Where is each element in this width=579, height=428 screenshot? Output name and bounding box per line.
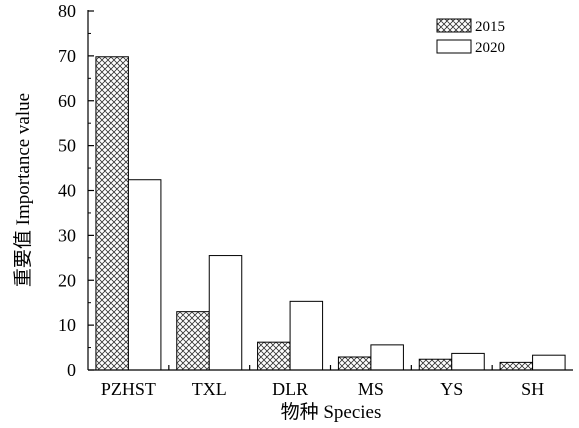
- x-tick-label: PZHST: [101, 379, 156, 399]
- x-tick-label: YS: [440, 379, 463, 399]
- legend-swatch-2020: [436, 39, 472, 54]
- bar-ys-2015: [418, 358, 453, 371]
- x-tick-label: DLR: [272, 379, 308, 399]
- bar-sh-2020: [532, 354, 566, 371]
- x-tick-label: SH: [521, 379, 544, 399]
- y-tick-label: 30: [58, 225, 76, 245]
- plot-area: PZHST TXL DLR MS YS SH 0 10 20 30 40 50 60 70 80: [58, 1, 573, 399]
- y-tick-label: 60: [58, 91, 76, 111]
- y-tick-label: 70: [58, 46, 76, 66]
- bar-dlr-2020: [289, 300, 324, 371]
- y-axis-title: 重要值 Importance value: [12, 93, 34, 287]
- bar-pzhst-2020: [127, 179, 162, 371]
- y-tick-label: 80: [58, 1, 76, 21]
- legend-label-2020: 2020: [475, 40, 505, 56]
- x-tick-label: TXL: [192, 379, 227, 399]
- x-axis-title: 物种 Species: [281, 401, 382, 423]
- y-tick-label: 50: [58, 136, 76, 156]
- bar-txl-2015: [176, 311, 210, 371]
- bar-pzhst-2015: [95, 56, 129, 371]
- legend-swatch-2015: [436, 18, 472, 33]
- x-tick-label: MS: [358, 379, 384, 399]
- y-tick-label: 0: [67, 360, 76, 380]
- bar-dlr-2015: [257, 341, 291, 371]
- y-tick-label: 20: [58, 270, 76, 290]
- bar-sh-2015: [499, 361, 534, 371]
- bar-ms-2015: [337, 356, 372, 371]
- bar-txl-2020: [208, 255, 243, 371]
- bar-ys-2020: [451, 352, 485, 371]
- legend-label-2015: 2015: [475, 19, 505, 35]
- legend: 2015 2020: [436, 18, 505, 56]
- y-tick-label: 40: [58, 181, 76, 201]
- bar-ms-2020: [370, 344, 404, 371]
- y-tick-label: 10: [58, 315, 76, 335]
